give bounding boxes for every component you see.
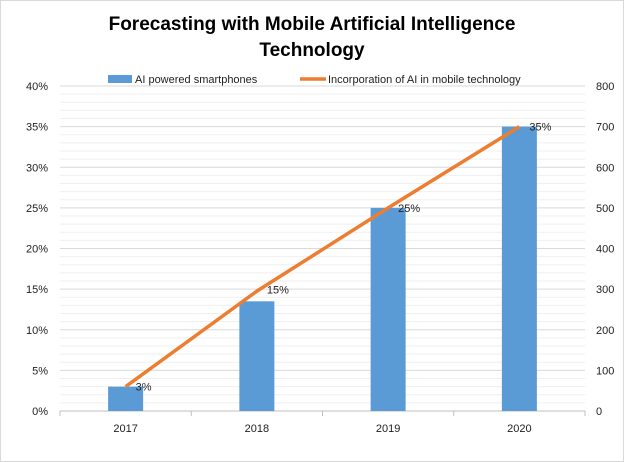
- data-label: 15%: [267, 284, 289, 296]
- y-right-tick-label: 500: [596, 203, 614, 215]
- legend-label: AI powered smartphones: [135, 74, 258, 86]
- y-left-tick-label: 0%: [32, 406, 48, 418]
- y-left-tick-label: 5%: [32, 365, 48, 377]
- x-tick-label: 2020: [507, 423, 531, 435]
- y-right-tick-label: 600: [596, 162, 614, 174]
- bar: [370, 207, 406, 411]
- x-tick-label: 2019: [376, 423, 400, 435]
- data-label: 35%: [529, 122, 551, 134]
- legend-label: Incorporation of AI in mobile technology: [328, 74, 521, 86]
- y-left-tick-label: 35%: [26, 122, 48, 134]
- bar: [501, 126, 537, 411]
- chart-title-line2: Technology: [259, 40, 365, 61]
- y-right-tick-label: 200: [596, 325, 614, 337]
- data-label: 3%: [136, 382, 152, 394]
- y-left-tick-label: 40%: [26, 81, 48, 93]
- data-label: 25%: [398, 203, 420, 215]
- y-left-tick-label: 10%: [26, 325, 48, 337]
- chart-title-line1: Forecasting with Mobile Artificial Intel…: [108, 14, 516, 35]
- y-right-tick-label: 100: [596, 365, 614, 377]
- x-tick-label: 2017: [113, 423, 137, 435]
- y-right-tick-label: 800: [596, 81, 614, 93]
- y-right-tick-label: 700: [596, 122, 614, 134]
- bar: [108, 386, 144, 411]
- line-series: [124, 125, 521, 389]
- chart-title: Forecasting with Mobile Artificial Intel…: [0, 12, 624, 64]
- x-tick-label: 2018: [245, 423, 269, 435]
- y-left-tick-label: 20%: [26, 244, 48, 256]
- y-left-tick-label: 30%: [26, 162, 48, 174]
- y-left-tick-label: 25%: [26, 203, 48, 215]
- y-right-tick-label: 300: [596, 284, 614, 296]
- bar: [239, 301, 275, 411]
- y-right-tick-label: 400: [596, 244, 614, 256]
- y-right-tick-label: 0: [596, 406, 602, 418]
- legend-swatch-bar: [108, 75, 132, 83]
- y-left-tick-label: 15%: [26, 284, 48, 296]
